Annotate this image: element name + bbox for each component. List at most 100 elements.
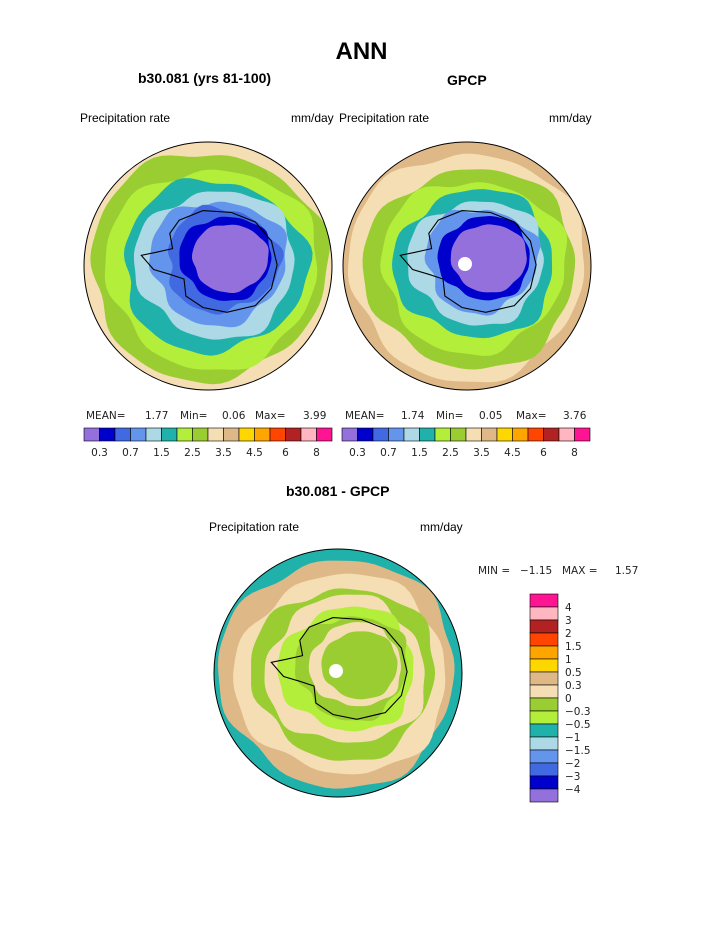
page-title: ANN bbox=[335, 38, 388, 65]
colorbar-swatch bbox=[529, 645, 559, 660]
colorbar-swatch bbox=[114, 427, 131, 442]
colorbar-swatch bbox=[529, 619, 559, 634]
colorbar-tick-label: 0.5 bbox=[565, 667, 582, 679]
colorbar-swatch bbox=[388, 427, 405, 442]
colorbar-swatch bbox=[529, 710, 559, 725]
colorbar-tick-label: 0.3 bbox=[349, 447, 366, 459]
colorbar-tick-label: 1.5 bbox=[153, 447, 170, 459]
pole-hole bbox=[329, 664, 343, 678]
colorbar-tick-label: 2.5 bbox=[184, 447, 201, 459]
colorbar-tick-label: 1 bbox=[565, 654, 572, 666]
colorbar-swatch bbox=[496, 427, 513, 442]
map-field bbox=[343, 142, 591, 390]
antarctica-coastline bbox=[399, 210, 537, 313]
colorbar-swatch bbox=[529, 762, 559, 777]
panel1-max-label: Max= bbox=[255, 410, 286, 422]
panel2-subtitle: GPCP bbox=[447, 72, 487, 88]
colorbar-swatch bbox=[529, 671, 559, 686]
panel1-map bbox=[83, 141, 333, 391]
map-field bbox=[84, 142, 332, 390]
colorbar-tick-label: −0.5 bbox=[565, 719, 591, 731]
colorbar-swatch bbox=[341, 427, 358, 442]
colorbar-tick-label: 2.5 bbox=[442, 447, 459, 459]
colorbar-swatch bbox=[145, 427, 162, 442]
panel2-mean-value: 1.74 bbox=[401, 410, 425, 422]
colorbar-swatch bbox=[83, 427, 100, 442]
panel1-variable-label: Precipitation rate bbox=[80, 111, 171, 125]
colorbar-tick-label: −2 bbox=[565, 758, 580, 770]
colorbar-swatch bbox=[372, 427, 389, 442]
colorbar-swatch bbox=[529, 684, 559, 699]
colorbar-swatch bbox=[512, 427, 529, 442]
colorbar-swatch bbox=[99, 427, 116, 442]
colorbar-tick-label: −0.3 bbox=[565, 706, 591, 718]
colorbar-swatch bbox=[254, 427, 271, 442]
colorbar-tick-label: 8 bbox=[313, 447, 320, 459]
colorbar-swatch bbox=[176, 427, 193, 442]
colorbar-swatch bbox=[527, 427, 544, 442]
colorbar-swatch bbox=[558, 427, 575, 442]
colorbar-tick-label: 0.7 bbox=[122, 447, 139, 459]
colorbar-swatch bbox=[419, 427, 436, 442]
colorbar-swatch bbox=[529, 723, 559, 738]
colorbar-swatch bbox=[529, 593, 559, 608]
colorbar-swatch bbox=[529, 632, 559, 647]
panel1-min-label: Min= bbox=[180, 410, 208, 422]
colorbar-tick-label: 3 bbox=[565, 615, 572, 627]
colorbar-swatch bbox=[130, 427, 147, 442]
colorbar-tick-label: 0.3 bbox=[91, 447, 108, 459]
panel2-mean-label: MEAN= bbox=[345, 410, 385, 422]
colorbar-tick-label: −3 bbox=[565, 771, 580, 783]
colorbar-swatch bbox=[285, 427, 302, 442]
colorbar-tick-label: 4.5 bbox=[246, 447, 263, 459]
panel1-min-value: 0.06 bbox=[222, 410, 246, 422]
panel3-units-label: mm/day bbox=[420, 520, 463, 534]
map-boundary bbox=[213, 548, 463, 798]
colorbar-tick-label: 3.5 bbox=[215, 447, 232, 459]
colorbar-swatch bbox=[192, 427, 209, 442]
precip-region bbox=[450, 224, 527, 293]
panel3-max-value: 1.57 bbox=[615, 565, 639, 577]
colorbar-tick-label: 8 bbox=[571, 447, 578, 459]
map-boundary bbox=[83, 141, 333, 391]
colorbar-swatch bbox=[529, 775, 559, 790]
colorbar-swatch bbox=[465, 427, 482, 442]
panel2-colorbar: 0.3 0.7 1.5 2.5 3.5 4.5 6 8 bbox=[341, 427, 591, 459]
panel1-max-value: 3.99 bbox=[303, 410, 327, 422]
colorbar-swatch bbox=[529, 788, 559, 803]
colorbar-tick-label: 4 bbox=[565, 602, 572, 614]
colorbar-swatch bbox=[529, 658, 559, 673]
colorbar-tick-label: 6 bbox=[282, 447, 289, 459]
colorbar-swatch bbox=[450, 427, 467, 442]
colorbar-swatch bbox=[207, 427, 224, 442]
map-field bbox=[214, 549, 462, 797]
colorbar-swatch bbox=[269, 427, 286, 442]
panel2-map bbox=[342, 141, 592, 391]
colorbar-swatch bbox=[161, 427, 178, 442]
colorbar-swatch bbox=[529, 606, 559, 621]
panel2-variable-label: Precipitation rate bbox=[339, 111, 430, 125]
panel3-max-label: MAX = bbox=[562, 565, 598, 577]
panel1-mean-value: 1.77 bbox=[145, 410, 169, 422]
map-boundary bbox=[342, 141, 592, 391]
panel1-mean-label: MEAN= bbox=[86, 410, 126, 422]
panel1-units-label: mm/day bbox=[291, 111, 334, 125]
panel2-max-value: 3.76 bbox=[563, 410, 587, 422]
colorbar-swatch bbox=[529, 749, 559, 764]
colorbar-swatch bbox=[529, 697, 559, 712]
panel2-max-label: Max= bbox=[516, 410, 547, 422]
colorbar-swatch bbox=[434, 427, 451, 442]
antarctica-coastline bbox=[270, 617, 408, 720]
colorbar-swatch bbox=[481, 427, 498, 442]
colorbar-tick-label: 1.5 bbox=[411, 447, 428, 459]
colorbar-swatch bbox=[403, 427, 420, 442]
colorbar-tick-label: 0 bbox=[565, 693, 572, 705]
panel2-min-label: Min= bbox=[436, 410, 464, 422]
panel2-units-label: mm/day bbox=[549, 111, 592, 125]
precip-region bbox=[321, 631, 398, 700]
panel3-map bbox=[213, 548, 463, 798]
colorbar-tick-label: 3.5 bbox=[473, 447, 490, 459]
colorbar-tick-label: −1.5 bbox=[565, 745, 591, 757]
colorbar-tick-label: 0.3 bbox=[565, 680, 582, 692]
colorbar-swatch bbox=[300, 427, 317, 442]
